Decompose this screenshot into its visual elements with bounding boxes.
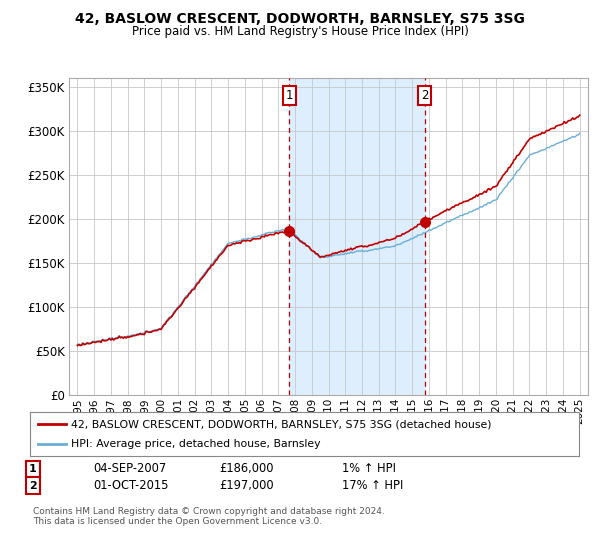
Text: £186,000: £186,000: [219, 462, 274, 475]
Text: Price paid vs. HM Land Registry's House Price Index (HPI): Price paid vs. HM Land Registry's House …: [131, 25, 469, 38]
Text: HPI: Average price, detached house, Barnsley: HPI: Average price, detached house, Barn…: [71, 439, 320, 449]
Text: 1: 1: [286, 89, 293, 102]
Text: 04-SEP-2007: 04-SEP-2007: [93, 462, 166, 475]
Text: 42, BASLOW CRESCENT, DODWORTH, BARNSLEY, S75 3SG (detached house): 42, BASLOW CRESCENT, DODWORTH, BARNSLEY,…: [71, 419, 491, 429]
Text: 1: 1: [29, 464, 37, 474]
Text: 2: 2: [29, 480, 37, 491]
Text: 42, BASLOW CRESCENT, DODWORTH, BARNSLEY, S75 3SG: 42, BASLOW CRESCENT, DODWORTH, BARNSLEY,…: [75, 12, 525, 26]
Text: £197,000: £197,000: [219, 479, 274, 492]
Text: 01-OCT-2015: 01-OCT-2015: [93, 479, 169, 492]
Text: 17% ↑ HPI: 17% ↑ HPI: [342, 479, 403, 492]
Text: 1% ↑ HPI: 1% ↑ HPI: [342, 462, 396, 475]
Text: 2: 2: [421, 89, 428, 102]
Bar: [289, 78, 425, 395]
Text: Contains HM Land Registry data © Crown copyright and database right 2024.
This d: Contains HM Land Registry data © Crown c…: [33, 507, 385, 526]
